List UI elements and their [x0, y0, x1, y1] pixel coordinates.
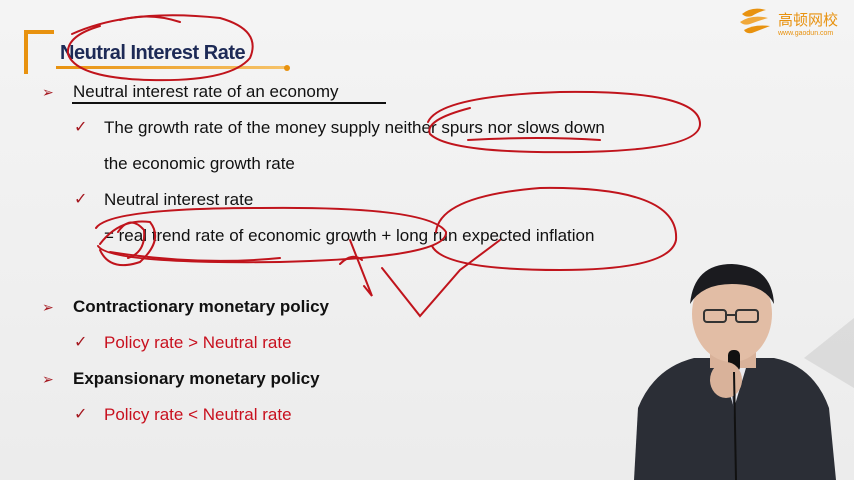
bullet-growth-rate-continuation: the economic growth rate: [104, 154, 295, 173]
bullet-neutral-rate-formula: = real trend rate of economic growth + l…: [104, 226, 595, 245]
bullet-neutral-rate-economy: Neutral interest rate of an economy: [73, 82, 339, 101]
title-underline-dot: [284, 65, 290, 71]
title-bracket-decoration: [24, 30, 54, 74]
bullet-expansionary-policy: Expansionary monetary policy: [73, 369, 320, 388]
arrow-bullet-icon: ➢: [42, 371, 54, 387]
slide-title: Neutral Interest Rate: [60, 42, 246, 64]
checkmark-icon: ✓: [74, 406, 88, 423]
bullet-policy-rate-less: Policy rate < Neutral rate: [104, 405, 292, 424]
checkmark-icon: ✓: [74, 119, 88, 136]
presenter-video: [634, 264, 854, 480]
arrow-bullet-icon: ➢: [42, 299, 54, 315]
title-underline: [56, 66, 286, 69]
checkmark-icon: ✓: [74, 191, 88, 208]
bullet-policy-rate-greater: Policy rate > Neutral rate: [104, 333, 292, 352]
gaodun-logo: 高顿网校 www.gaodun.com: [736, 4, 848, 42]
logo-url: www.gaodun.com: [778, 30, 834, 37]
logo-text: 高顿网校: [778, 11, 839, 29]
bullet-contractionary-policy: Contractionary monetary policy: [73, 297, 330, 316]
arrow-bullet-icon: ➢: [42, 84, 54, 100]
bullet-growth-rate-money: The growth rate of the money supply neit…: [104, 118, 605, 137]
logo-mark-icon: [740, 8, 770, 34]
checkmark-icon: ✓: [74, 334, 88, 351]
bullet-neutral-interest-rate: Neutral interest rate: [104, 190, 254, 209]
ink-underline: [72, 102, 386, 104]
